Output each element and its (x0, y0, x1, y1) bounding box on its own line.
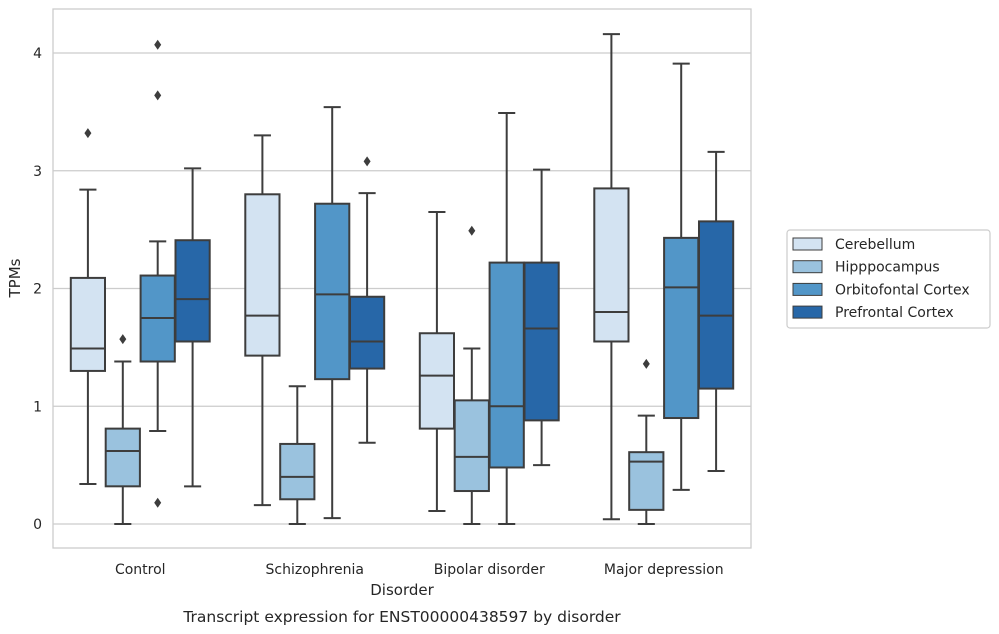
box-plots (69, 33, 735, 525)
box-hipppocampus (628, 358, 665, 525)
x-axis: Control Schizophrenia Bipolar disorder Majo… (115, 562, 724, 578)
box-prefrontal-cortex (174, 167, 211, 488)
outlier-point (84, 128, 92, 139)
legend-swatch (792, 260, 823, 274)
x-tick-label: Schizophrenia (266, 562, 364, 578)
box-hipppocampus (279, 385, 316, 525)
box-cerebellum (69, 128, 107, 485)
y-tick-label: 2 (33, 282, 42, 298)
box-iqr (488, 261, 525, 469)
box-prefrontal-cortex (348, 156, 386, 444)
x-tick-label: Control (115, 562, 166, 578)
legend-swatch (792, 237, 823, 251)
outlier-point (363, 156, 371, 167)
legend-label: Hipppocampus (835, 260, 940, 276)
box-iqr (697, 220, 735, 390)
legend-frame (786, 229, 991, 329)
x-tick-label: Bipolar disorder (434, 562, 545, 578)
box-iqr (279, 442, 316, 501)
box-hipppocampus (104, 334, 141, 525)
box-iqr (69, 276, 107, 372)
box-iqr (244, 193, 281, 357)
outlier-point (154, 497, 162, 508)
legend: Cerebellum Hipppocampus Orbitofontal Corte… (786, 229, 991, 329)
y-tick-label: 3 (33, 164, 42, 180)
legend-label: Prefrontal Cortex (835, 305, 954, 321)
box-iqr (314, 202, 351, 381)
outlier-point (154, 90, 162, 101)
legend-swatch (792, 305, 823, 319)
legend-label: Orbitofontal Cortex (835, 282, 970, 298)
box-prefrontal-cortex (697, 150, 735, 473)
box-orbitofontal-cortex (139, 39, 176, 508)
chart-caption: Transcript expression for ENST0000043859… (182, 608, 621, 626)
legend-label: Cerebellum (835, 237, 915, 253)
box-orbitofontal-cortex (663, 62, 700, 491)
box-iqr (523, 261, 560, 422)
outlier-point (154, 39, 162, 50)
box-orbitofontal-cortex (314, 106, 351, 520)
box-iqr (663, 236, 700, 420)
y-axis: 0 1 2 3 4 (33, 46, 42, 533)
box-cerebellum (244, 134, 281, 507)
outlier-point (468, 225, 476, 236)
box-iqr (348, 295, 386, 370)
y-tick-label: 4 (33, 46, 42, 62)
box-iqr (418, 332, 456, 430)
legend-swatch (792, 282, 823, 296)
box-cerebellum (418, 210, 456, 513)
box-iqr (174, 239, 211, 343)
x-tick-label: Major depression (604, 562, 724, 578)
outlier-point (119, 334, 127, 345)
box-iqr (593, 187, 630, 343)
box-cerebellum (593, 33, 630, 521)
box-hipppocampus (453, 225, 490, 525)
y-axis-label: TPMs (6, 258, 24, 298)
x-axis-label: Disorder (370, 581, 434, 599)
box-prefrontal-cortex (523, 168, 560, 467)
box-iqr (104, 427, 141, 488)
plot-frame (52, 8, 752, 549)
y-tick-label: 0 (33, 517, 42, 533)
outlier-point (642, 358, 650, 369)
box-orbitofontal-cortex (488, 112, 525, 525)
y-tick-label: 1 (33, 399, 42, 415)
box-iqr (453, 399, 490, 493)
